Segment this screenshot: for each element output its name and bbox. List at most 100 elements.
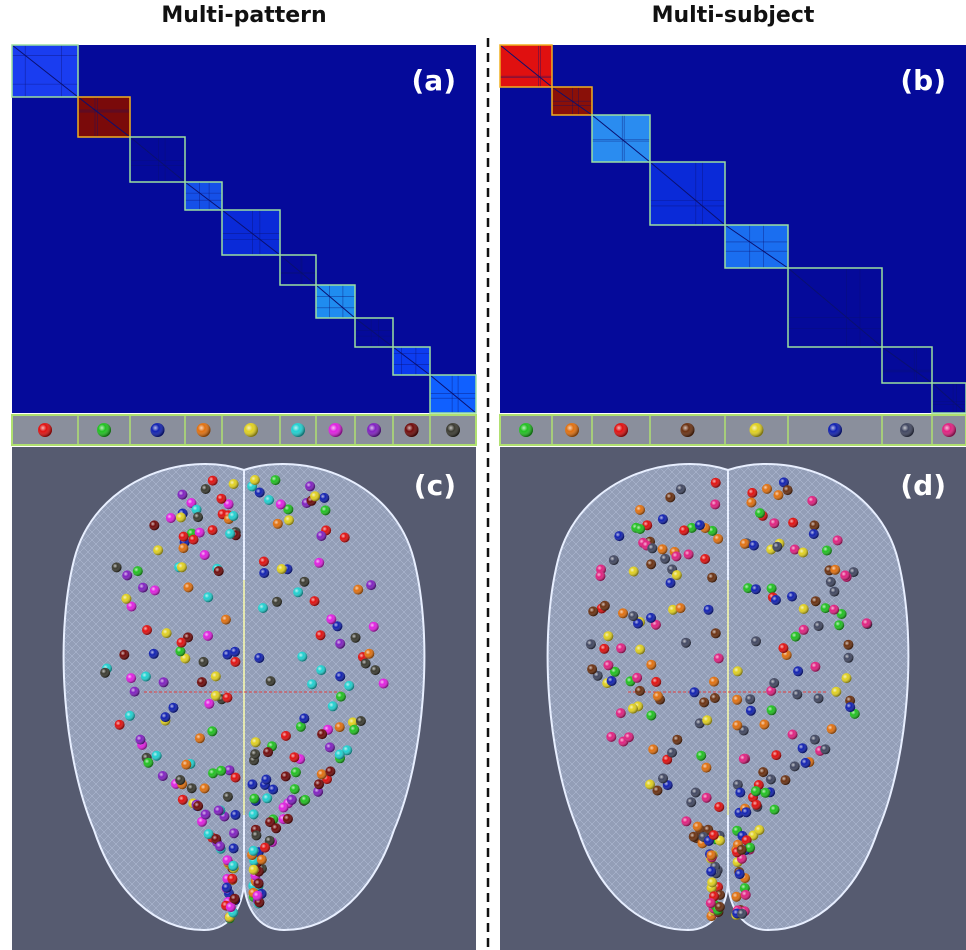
legend-sphere-shade — [900, 423, 914, 437]
brain-node-shade — [344, 681, 354, 691]
brain-node-shade — [153, 545, 163, 555]
brain-node-shade — [826, 577, 836, 587]
brain-node-shade — [667, 748, 677, 758]
brain-node-shade — [177, 490, 187, 500]
legend-sphere-shade — [329, 423, 343, 437]
brain-node-shade — [616, 643, 626, 653]
brain-node-shade — [706, 898, 716, 908]
brain-node-shade — [691, 788, 701, 798]
brain-node-shade — [254, 653, 264, 663]
brain-node-shade — [834, 620, 844, 630]
legend-sphere-shade — [614, 423, 628, 437]
brain-node-shade — [281, 731, 291, 741]
brain-node-shade — [790, 761, 800, 771]
brain-node-shade — [739, 754, 749, 764]
brain-node-shade — [152, 751, 162, 761]
brain-node-shade — [221, 615, 231, 625]
brain-node-shade — [693, 822, 703, 832]
brain-node-shade — [751, 800, 761, 810]
brain-node-shade — [745, 843, 755, 853]
brain-node-shade — [201, 484, 211, 494]
brain-node-shade — [259, 557, 269, 567]
brain-node-shade — [270, 475, 280, 485]
brain-node-shade — [181, 760, 191, 770]
brain-node-shade — [316, 630, 326, 640]
brain-node-shade — [618, 608, 628, 618]
legend-sphere-shade — [565, 423, 579, 437]
brain-node-shade — [707, 850, 717, 860]
legend-sphere-shade — [244, 423, 258, 437]
brain-node-shade — [588, 606, 598, 616]
brain-node-shade — [600, 601, 610, 611]
brain-node-shade — [223, 792, 233, 802]
brain-node-shade — [732, 892, 742, 902]
legend-sphere-shade — [446, 423, 460, 437]
brain-node-shade — [203, 631, 213, 641]
brain-node-shade — [629, 567, 639, 577]
brain-node-shade — [807, 496, 817, 506]
brain-node-shade — [197, 677, 207, 687]
brain-node-shade — [751, 636, 761, 646]
brain-node-shade — [272, 597, 282, 607]
brain-node-shade — [829, 587, 839, 597]
legend-sphere-shade — [405, 423, 419, 437]
legend-sphere-shade — [38, 423, 52, 437]
brain-node-shade — [751, 786, 761, 796]
brain-node-shade — [230, 894, 240, 904]
brain-node-shade — [251, 830, 261, 840]
brain-node-shade — [762, 484, 772, 494]
brain-node-shade — [276, 499, 286, 509]
brain-node-shade — [100, 668, 110, 678]
legend-sphere-shade — [291, 423, 305, 437]
brain-node-shade — [229, 843, 239, 853]
brain-node-shade — [809, 529, 819, 539]
brain-node-shade — [299, 713, 309, 723]
brain-node-shade — [845, 702, 855, 712]
brain-node-shade — [229, 479, 239, 489]
brain-node-shade — [279, 803, 289, 813]
brain-node-shade — [770, 805, 780, 815]
brain-node-shade — [314, 558, 324, 568]
brain-node-shade — [714, 653, 724, 663]
brain-node-shade — [827, 724, 837, 734]
brain-node-shade — [767, 584, 777, 594]
brain-node-shade — [356, 716, 366, 726]
brain-node-shade — [216, 766, 226, 776]
brain-node-shade — [810, 662, 820, 672]
brain-node-shade — [702, 715, 712, 725]
brain-node-shade — [300, 795, 310, 805]
brain-node-shade — [672, 735, 682, 745]
brain-node-shade — [130, 687, 140, 697]
legend-sphere-shade — [519, 423, 533, 437]
brain-node-shade — [177, 562, 187, 572]
brain-node-shade — [686, 797, 696, 807]
brain-node-shade — [780, 775, 790, 785]
brain-node-shade — [261, 775, 271, 785]
brain-node-shade — [319, 493, 329, 503]
brain-node-shade — [231, 810, 241, 820]
brain-node-shade — [370, 665, 380, 675]
brain-node-shade — [689, 687, 699, 697]
brain-node-shade — [211, 671, 221, 681]
brain-node-shade — [791, 632, 801, 642]
brain-node-shade — [713, 534, 723, 544]
brain-node-shade — [793, 666, 803, 676]
panel-label: (d) — [900, 469, 946, 502]
brain-node-shade — [115, 720, 125, 730]
brain-node-shade — [822, 546, 832, 556]
brain-node-shade — [293, 587, 303, 597]
brain-node-shade — [787, 592, 797, 602]
brain-node-shade — [830, 565, 840, 575]
brain-node-shade — [314, 779, 324, 789]
brain-node-shade — [844, 653, 854, 663]
brain-node-shade — [735, 869, 745, 879]
brain-node-shade — [842, 673, 852, 683]
brain-node-shade — [126, 673, 136, 683]
brain-node-shade — [679, 525, 689, 535]
brain-node-shade — [273, 519, 283, 529]
brain-node-shade — [253, 891, 263, 901]
brain-node-shade — [260, 843, 270, 853]
brain-node-shade — [714, 802, 724, 812]
brain-node-shade — [746, 498, 756, 508]
panel-label: (a) — [412, 64, 457, 97]
